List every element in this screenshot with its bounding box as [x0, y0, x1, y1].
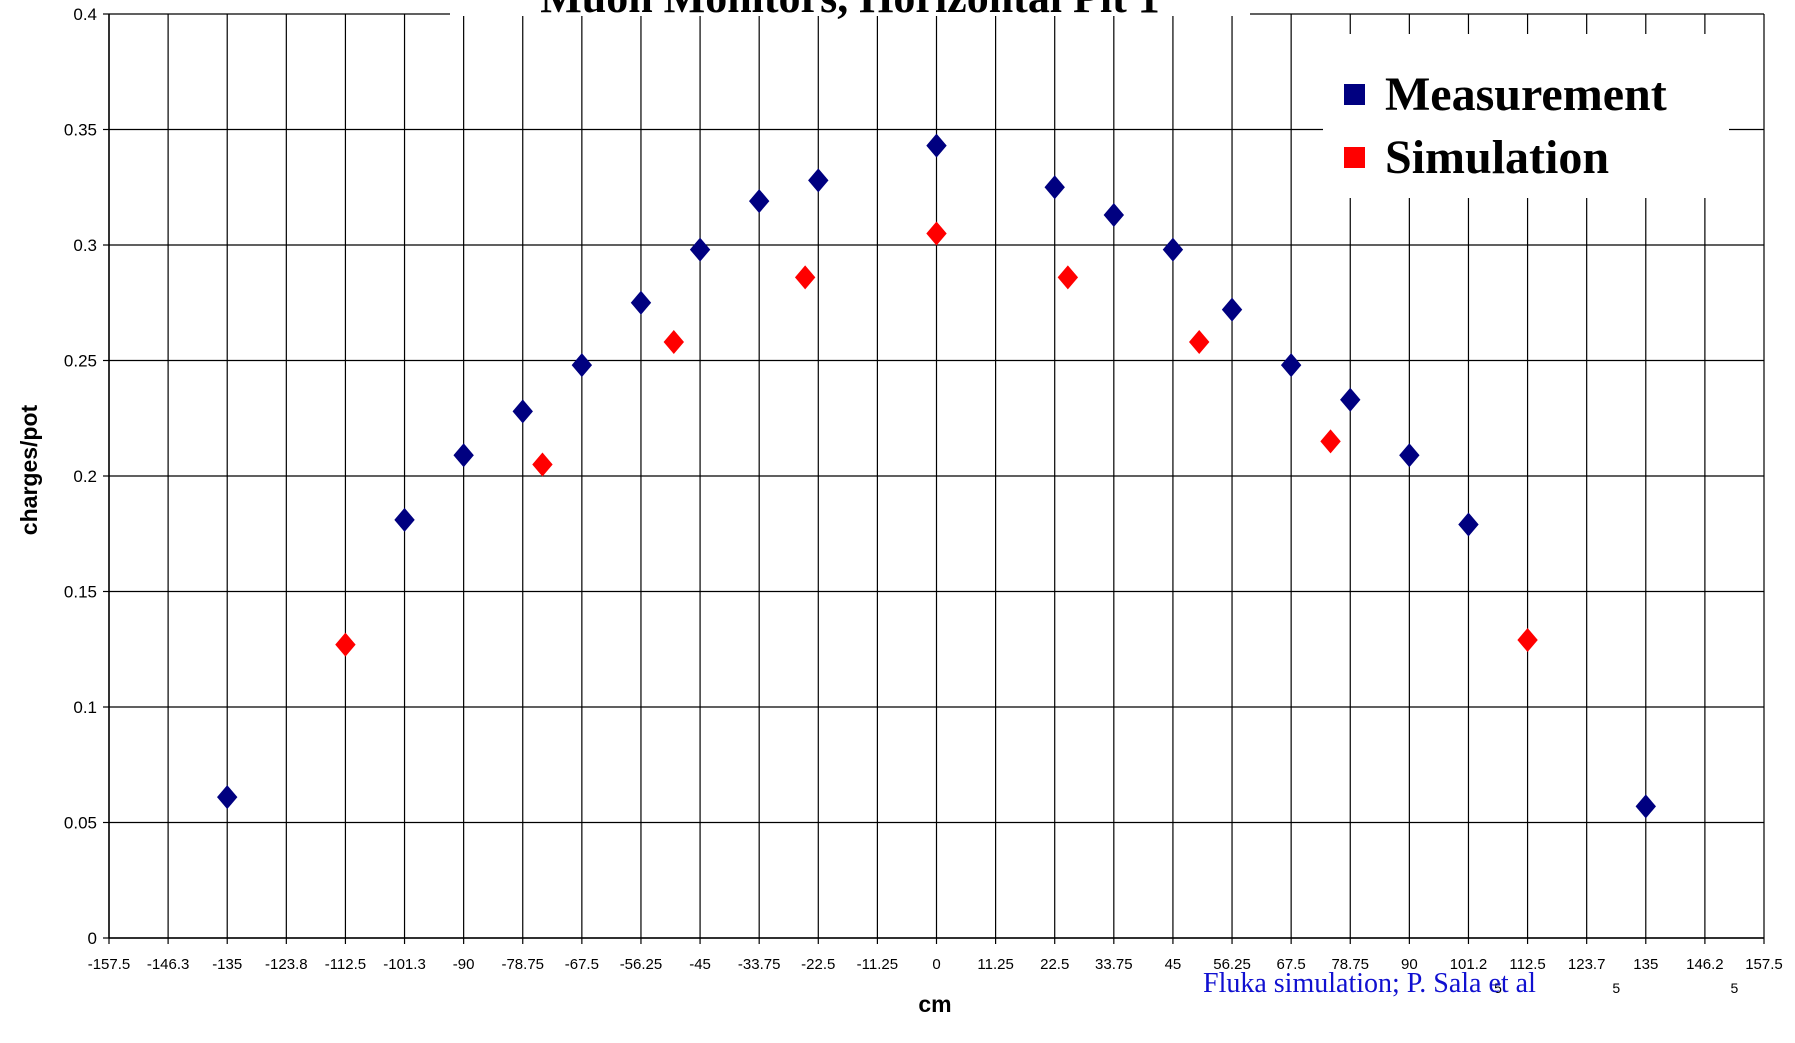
- x-tick-label: 146.2: [1686, 956, 1724, 973]
- measurement-point: [453, 443, 474, 468]
- simulation-point: [926, 221, 947, 246]
- measurement-point: [512, 399, 533, 424]
- x-tick-label: 157.5: [1745, 956, 1783, 973]
- axes: [103, 13, 1765, 944]
- grid: [108, 13, 1765, 939]
- measurement-point: [808, 168, 829, 193]
- x-tick-label: 0: [932, 956, 940, 973]
- measurement-point: [1103, 202, 1125, 227]
- y-tick-label: 0.15: [64, 583, 97, 602]
- y-tick-label: 0.25: [64, 352, 97, 371]
- x-tick-label: -90: [453, 956, 475, 973]
- legend-marker-measurement: [1344, 84, 1365, 105]
- x-tick-label: 56.25: [1213, 956, 1251, 973]
- x-tick-wrap-digit: 5: [1731, 980, 1739, 996]
- x-tick-label: 123.7: [1568, 956, 1606, 973]
- measurement-point: [1635, 794, 1656, 819]
- x-tick-label: -67.5: [565, 956, 599, 973]
- simulation-point: [794, 265, 816, 290]
- simulation-point: [663, 330, 685, 355]
- x-tick-wrap-digit: 5: [1494, 980, 1502, 996]
- simulation-point: [1517, 628, 1538, 653]
- measurement-point: [1162, 237, 1184, 262]
- legend-label-simulation: Simulation: [1385, 131, 1609, 184]
- legend-box: [1323, 34, 1729, 198]
- x-tick-labels: -157.5 -146.3 -135 -123.8 -112.5 -101.3 -90 -78…: [88, 956, 1783, 996]
- x-tick-label: -22.5: [801, 956, 835, 973]
- y-tick-label: 0.4: [73, 5, 97, 24]
- y-tick-label: 0.2: [73, 467, 97, 486]
- data-points: [217, 133, 1656, 819]
- x-tick-label: -123.8: [265, 956, 308, 973]
- x-tick-label: 22.5: [1040, 956, 1069, 973]
- simulation-point: [1057, 265, 1079, 290]
- x-tick-label: 33.75: [1095, 956, 1133, 973]
- y-tick-label: 0.3: [73, 236, 97, 255]
- x-tick-label: -56.25: [620, 956, 663, 973]
- measurement-point: [748, 189, 770, 214]
- measurement-point: [1044, 175, 1065, 200]
- x-tick-label: -157.5: [88, 956, 131, 973]
- x-tick-label: 101.2: [1450, 956, 1488, 973]
- simulation-point: [335, 632, 356, 657]
- legend-marker-simulation: [1344, 147, 1365, 168]
- x-tick-wrap-digit: 5: [1612, 980, 1620, 996]
- x-tick-label: -101.3: [383, 956, 426, 973]
- y-tick-label: 0: [88, 929, 97, 948]
- x-tick-label: 78.75: [1331, 956, 1369, 973]
- x-tick-label: 11.25: [977, 956, 1013, 973]
- y-tick-label: 0.05: [64, 814, 97, 833]
- measurement-point: [926, 133, 947, 158]
- y-axis-label: charges/pot: [16, 404, 42, 535]
- x-tick-label: 67.5: [1277, 956, 1306, 973]
- x-tick-label: -112.5: [325, 956, 366, 973]
- simulation-point: [532, 452, 553, 477]
- x-tick-label: 135: [1633, 956, 1658, 973]
- measurement-point: [1340, 387, 1361, 412]
- x-tick-label: 112.5: [1509, 956, 1545, 973]
- measurement-point: [217, 785, 238, 810]
- x-tick-label: -135: [212, 956, 242, 973]
- measurement-point: [1458, 512, 1479, 537]
- measurement-point: [689, 237, 711, 262]
- measurement-point: [571, 353, 593, 378]
- simulation-point: [1320, 429, 1341, 454]
- x-tick-label: 45: [1165, 956, 1182, 973]
- measurement-point: [1280, 353, 1302, 378]
- x-tick-label: 90: [1401, 956, 1418, 973]
- y-tick-labels: 0 0.05 0.1 0.15 0.2 0.25 0.3 0.35 0.4: [64, 5, 97, 948]
- x-tick-label: -11.25: [857, 956, 898, 973]
- credit-annotation: Fluka simulation; P. Sala et al: [1203, 968, 1536, 999]
- measurement-point: [630, 290, 652, 315]
- y-tick-label: 0.35: [64, 121, 97, 140]
- measurement-point: [1399, 443, 1420, 468]
- title-box: [450, 0, 1250, 16]
- x-tick-label: -146.3: [147, 956, 190, 973]
- x-tick-label: -33.75: [738, 956, 781, 973]
- simulation-point: [1188, 330, 1210, 355]
- x-axis-label: cm: [918, 991, 951, 1017]
- y-tick-label: 0.1: [73, 698, 97, 717]
- measurement-point: [1221, 297, 1243, 322]
- x-tick-label: -45: [689, 956, 711, 973]
- legend-label-measurement: Measurement: [1385, 68, 1667, 121]
- legend: Measurement Simulation: [1323, 34, 1729, 198]
- x-tick-label: -78.75: [501, 956, 544, 973]
- measurement-point: [394, 507, 415, 532]
- chart-title: Muon Monitors, Horizontal Pit 1: [540, 0, 1160, 22]
